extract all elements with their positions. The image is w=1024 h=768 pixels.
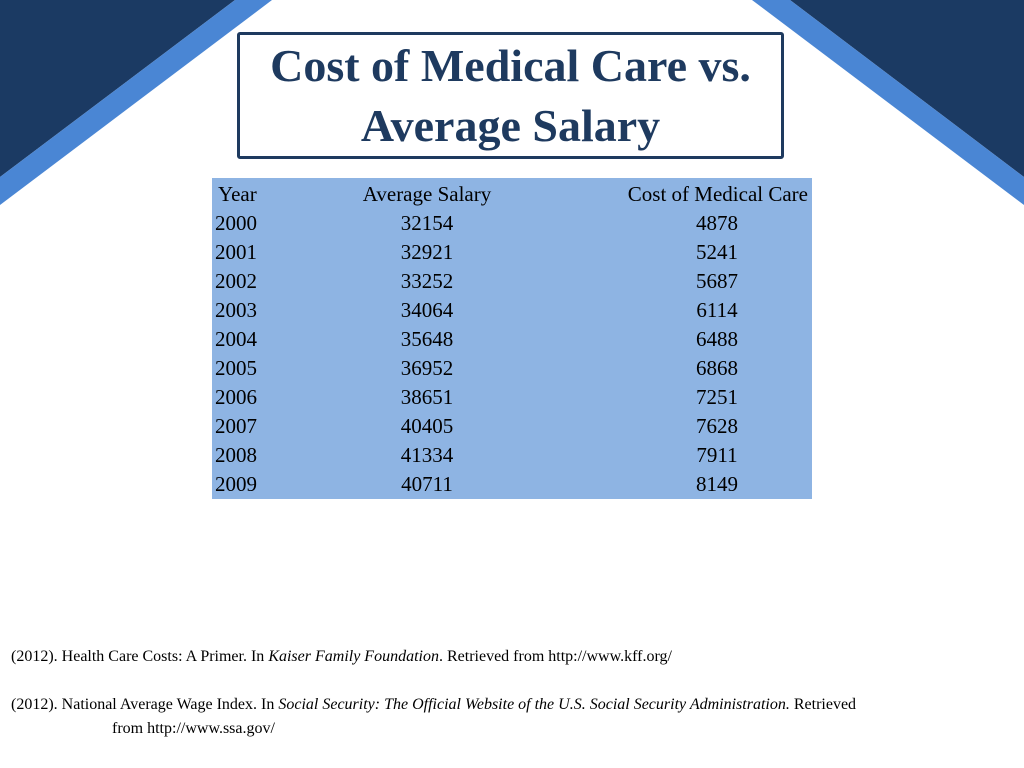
- cell-year: 2006: [215, 385, 257, 409]
- reference-kff-source: Kaiser Family Foundation: [268, 648, 439, 665]
- left-corner-blue-stripe: [0, 0, 272, 205]
- reference-kff: (2012). Health Care Costs: A Primer. In …: [11, 645, 891, 669]
- cell-medical-cost: 6114: [696, 298, 738, 322]
- cell-year: 2008: [215, 443, 257, 467]
- salary-medical-cost-table: Year Average Salary Cost of Medical Care…: [212, 178, 812, 499]
- table-header-row: Year Average Salary Cost of Medical Care: [212, 178, 812, 209]
- header-cost-of-medical-care: Cost of Medical Care: [627, 182, 808, 206]
- table-row: 2007 40405 7628: [212, 412, 812, 441]
- cell-medical-cost: 6488: [696, 327, 738, 351]
- right-corner-blue-stripe: [752, 0, 1024, 205]
- cell-average-salary: 32921: [400, 240, 454, 264]
- table-row: 2004 35648 6488: [212, 325, 812, 354]
- cell-year: 2002: [215, 269, 257, 293]
- cell-medical-cost: 8149: [696, 472, 738, 496]
- cell-medical-cost: 6868: [696, 356, 738, 380]
- slide-title: Cost of Medical Care vs. Average Salary: [270, 39, 751, 151]
- cell-year: 2007: [215, 414, 257, 438]
- cell-medical-cost: 5241: [696, 240, 738, 264]
- table-row: 2009 40711 8149: [212, 470, 812, 499]
- title-box: Cost of Medical Care vs. Average Salary: [237, 32, 784, 159]
- cell-year: 2000: [215, 211, 257, 235]
- table-row: 2000 32154 4878: [212, 209, 812, 238]
- references: (2012). Health Care Costs: A Primer. In …: [11, 645, 891, 741]
- table-row: 2006 38651 7251: [212, 383, 812, 412]
- header-year: Year: [218, 182, 257, 206]
- cell-average-salary: 40405: [400, 414, 454, 438]
- cell-year: 2004: [215, 327, 257, 351]
- cell-medical-cost: 5687: [696, 269, 738, 293]
- cell-medical-cost: 7251: [696, 385, 738, 409]
- reference-kff-text: (2012). Health Care Costs: A Primer. In: [11, 648, 269, 665]
- table-row: 2005 36952 6868: [212, 354, 812, 383]
- cell-medical-cost: 7911: [696, 443, 738, 467]
- cell-medical-cost: 7628: [696, 414, 738, 438]
- cell-average-salary: 33252: [400, 269, 454, 293]
- right-corner-dark-triangle: [790, 0, 1024, 177]
- cell-average-salary: 32154: [400, 211, 454, 235]
- cell-average-salary: 38651: [400, 385, 454, 409]
- reference-ssa-source: Social Security: The Official Website of…: [278, 696, 790, 713]
- cell-year: 2003: [215, 298, 257, 322]
- cell-medical-cost: 4878: [696, 211, 738, 235]
- cell-year: 2001: [215, 240, 257, 264]
- table-row: 2003 34064 6114: [212, 296, 812, 325]
- table-row: 2001 32921 5241: [212, 238, 812, 267]
- reference-ssa-retrieval: Retrieved from http://www.ssa.gov/: [112, 696, 857, 737]
- cell-average-salary: 40711: [401, 472, 453, 496]
- header-average-salary: Average Salary: [362, 182, 492, 206]
- cell-average-salary: 34064: [400, 298, 454, 322]
- table-row: 2008 41334 7911: [212, 441, 812, 470]
- cell-year: 2009: [215, 472, 257, 496]
- reference-ssa: (2012). National Average Wage Index. In …: [11, 693, 891, 741]
- reference-kff-retrieval: . Retrieved from http://www.kff.org/: [438, 648, 672, 665]
- cell-year: 2005: [215, 356, 257, 380]
- cell-average-salary: 35648: [400, 327, 454, 351]
- left-corner-dark-triangle: [0, 0, 235, 177]
- table-row: 2002 33252 5687: [212, 267, 812, 296]
- reference-ssa-text: (2012). National Average Wage Index. In: [11, 696, 279, 713]
- cell-average-salary: 41334: [400, 443, 454, 467]
- cell-average-salary: 36952: [400, 356, 454, 380]
